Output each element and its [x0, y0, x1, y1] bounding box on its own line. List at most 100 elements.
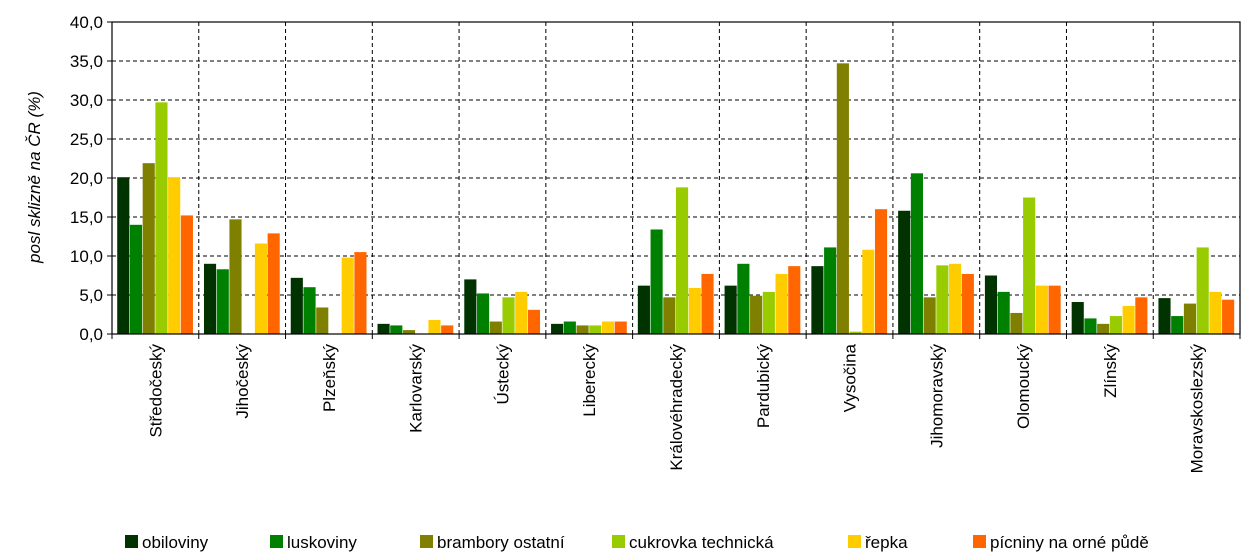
- category-label: Vysočina: [841, 343, 860, 412]
- bar: [303, 287, 316, 334]
- bar: [290, 277, 303, 334]
- category-label: Zlínský: [1101, 344, 1120, 398]
- y-tick-label: 0,0: [79, 325, 103, 344]
- category-label: Liberecký: [580, 344, 599, 417]
- category-labels: Středočeský Jihočeský Plzeňský Karlovarský Ú…: [146, 343, 1206, 473]
- category-label: Plzeňský: [320, 344, 339, 413]
- bar: [1023, 197, 1036, 334]
- bars: [117, 63, 1235, 335]
- bar: [576, 325, 589, 334]
- bar: [811, 266, 824, 334]
- bar: [898, 210, 911, 334]
- bar: [155, 102, 168, 334]
- legend-swatch: [270, 535, 283, 548]
- bar: [997, 291, 1010, 334]
- bar: [923, 297, 936, 334]
- bar: [502, 297, 515, 334]
- bar: [267, 233, 280, 334]
- bar: [1209, 291, 1222, 334]
- category-label: Královéhradecký: [667, 344, 686, 471]
- bar: [936, 265, 949, 334]
- bar: [824, 247, 837, 334]
- legend-label: luskoviny: [287, 533, 357, 552]
- y-axis-title: posl sklizně na ČR (%): [25, 91, 44, 264]
- bar: [650, 229, 663, 334]
- bar: [637, 285, 650, 334]
- legend-label: pícniny na orné půdě: [990, 533, 1149, 552]
- bar: [168, 177, 181, 334]
- bar: [316, 307, 329, 334]
- bar: [688, 287, 701, 334]
- bar: [489, 321, 502, 334]
- bar: [910, 173, 923, 334]
- bar: [601, 321, 615, 334]
- y-tick-label: 25,0: [70, 130, 103, 149]
- bar: [180, 215, 193, 334]
- bar: [229, 219, 242, 334]
- y-tick-labels: 0,0 5,0 10,0 15,0 20,0 25,0 30,0 35,0 40,0: [70, 13, 103, 344]
- bar: [961, 273, 974, 334]
- y-tick-label: 15,0: [70, 208, 103, 227]
- bar: [1109, 316, 1122, 334]
- axes: [107, 21, 1241, 339]
- bar: [354, 252, 367, 334]
- bar: [762, 291, 775, 334]
- bar: [563, 321, 576, 334]
- category-label: Středočeský: [146, 344, 165, 438]
- category-label: Karlovarský: [407, 344, 426, 433]
- bar: [254, 243, 268, 334]
- legend-label: cukrovka technická: [629, 533, 774, 552]
- y-tick-label: 10,0: [70, 247, 103, 266]
- y-tick-label: 35,0: [70, 52, 103, 71]
- bar: [737, 263, 750, 334]
- bar: [216, 269, 229, 334]
- legend-label: obiloviny: [142, 533, 209, 552]
- bar: [1171, 316, 1184, 334]
- bar: [1122, 305, 1135, 334]
- bar: [142, 163, 155, 334]
- category-label: Jihomoravský: [927, 344, 946, 448]
- legend-label: řepka: [865, 533, 908, 552]
- bar: [1222, 299, 1235, 334]
- bar: [589, 325, 602, 334]
- bar: [551, 323, 564, 334]
- y-tick-label: 5,0: [79, 286, 103, 305]
- legend-swatch: [125, 535, 138, 548]
- bar: [874, 209, 888, 334]
- bar: [515, 291, 528, 334]
- bar: [775, 273, 788, 334]
- bar: [390, 325, 403, 334]
- bar: [117, 177, 130, 334]
- bar: [1048, 285, 1061, 334]
- bar: [402, 330, 416, 334]
- bar: [1158, 298, 1171, 334]
- bar: [949, 263, 962, 334]
- bar: [614, 321, 627, 334]
- bar: [836, 63, 849, 335]
- bar: [849, 331, 862, 334]
- bar: [788, 266, 801, 334]
- bar: [701, 273, 714, 334]
- legend-swatch: [973, 535, 986, 548]
- y-tick-label: 20,0: [70, 169, 103, 188]
- legend-swatch: [612, 535, 625, 548]
- bar: [377, 323, 390, 334]
- bar: [428, 319, 441, 334]
- legend: obiloviny luskoviny brambory ostatní cukrov…: [125, 533, 1149, 552]
- bar: [464, 279, 477, 334]
- bar: [1035, 285, 1048, 334]
- bar: [676, 187, 689, 334]
- bar: [203, 263, 217, 334]
- bar: [984, 275, 998, 334]
- bar: [477, 293, 490, 334]
- bar: [441, 325, 454, 334]
- bar: [1010, 312, 1023, 334]
- bar: [724, 285, 737, 334]
- category-label: Pardubický: [754, 344, 773, 429]
- bar: [663, 297, 676, 334]
- category-label: Olomoucký: [1014, 344, 1033, 430]
- y-tick-label: 40,0: [70, 13, 103, 32]
- legend-label: brambory ostatní: [437, 533, 565, 552]
- bar: [1135, 297, 1148, 334]
- legend-swatch: [420, 535, 433, 548]
